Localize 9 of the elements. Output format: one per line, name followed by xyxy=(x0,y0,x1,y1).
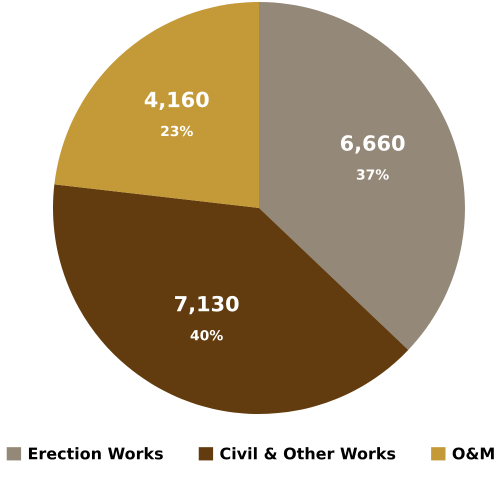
pie-slice xyxy=(259,2,465,350)
pie-slice xyxy=(54,2,259,208)
legend-label: Civil & Other Works xyxy=(220,447,396,460)
data-label: 7,130 40% xyxy=(175,296,239,340)
data-label: 4,160 23% xyxy=(144,92,209,136)
legend-label: O&M xyxy=(452,447,494,460)
data-label: 6,660 37% xyxy=(340,135,405,180)
legend-label: Erection Works xyxy=(28,447,163,460)
pie-slice xyxy=(53,184,408,414)
